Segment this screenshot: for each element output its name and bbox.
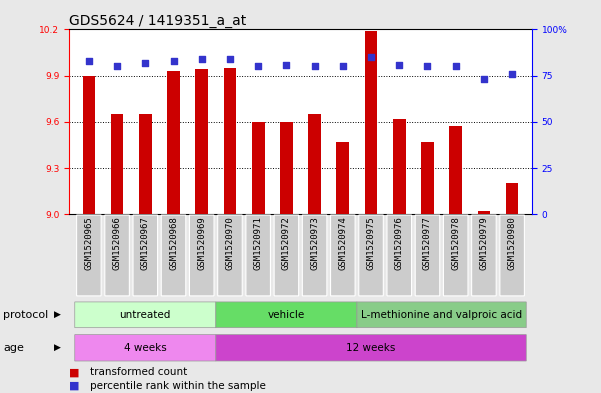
Bar: [393, 119, 406, 214]
Bar: [111, 114, 123, 214]
Bar: [421, 142, 434, 214]
Text: GSM1520973: GSM1520973: [310, 217, 319, 270]
Text: GSM1520968: GSM1520968: [169, 217, 178, 270]
FancyBboxPatch shape: [444, 215, 468, 296]
FancyBboxPatch shape: [357, 302, 526, 328]
Text: GSM1520967: GSM1520967: [141, 217, 150, 270]
FancyBboxPatch shape: [133, 215, 157, 296]
FancyBboxPatch shape: [302, 215, 327, 296]
Text: 12 weeks: 12 weeks: [346, 343, 395, 353]
Bar: [506, 184, 519, 214]
Point: [84, 58, 94, 64]
Text: ■: ■: [69, 381, 79, 391]
Bar: [167, 71, 180, 214]
Point: [479, 76, 489, 83]
FancyBboxPatch shape: [246, 215, 270, 296]
Bar: [478, 211, 490, 214]
Text: L-methionine and valproic acid: L-methionine and valproic acid: [361, 310, 522, 320]
Text: vehicle: vehicle: [268, 310, 305, 320]
Text: GSM1520978: GSM1520978: [451, 217, 460, 270]
Point: [394, 61, 404, 68]
Text: GSM1520969: GSM1520969: [197, 217, 206, 270]
Text: GSM1520976: GSM1520976: [395, 217, 404, 270]
FancyBboxPatch shape: [76, 215, 101, 296]
Point: [282, 61, 291, 68]
FancyBboxPatch shape: [274, 215, 299, 296]
FancyBboxPatch shape: [75, 334, 216, 361]
Point: [254, 63, 263, 70]
Bar: [308, 114, 321, 214]
Text: ▶: ▶: [53, 310, 61, 319]
FancyBboxPatch shape: [189, 215, 214, 296]
Text: transformed count: transformed count: [90, 367, 188, 377]
Bar: [450, 127, 462, 214]
Bar: [337, 142, 349, 214]
Text: GSM1520966: GSM1520966: [112, 217, 121, 270]
Text: GDS5624 / 1419351_a_at: GDS5624 / 1419351_a_at: [69, 15, 246, 28]
Text: GSM1520977: GSM1520977: [423, 217, 432, 270]
Text: ▶: ▶: [53, 343, 61, 352]
Text: age: age: [3, 343, 24, 353]
Text: percentile rank within the sample: percentile rank within the sample: [90, 381, 266, 391]
FancyBboxPatch shape: [75, 302, 216, 328]
Text: GSM1520975: GSM1520975: [367, 217, 376, 270]
Text: 4 weeks: 4 weeks: [124, 343, 166, 353]
FancyBboxPatch shape: [161, 215, 186, 296]
Text: GSM1520970: GSM1520970: [225, 217, 234, 270]
Point: [423, 63, 432, 70]
FancyBboxPatch shape: [500, 215, 525, 296]
Text: GSM1520980: GSM1520980: [508, 217, 517, 270]
Point: [507, 71, 517, 77]
FancyBboxPatch shape: [387, 215, 412, 296]
Bar: [139, 114, 151, 214]
Text: GSM1520965: GSM1520965: [84, 217, 93, 270]
FancyBboxPatch shape: [359, 215, 383, 296]
Bar: [365, 31, 377, 214]
Text: GSM1520979: GSM1520979: [480, 217, 489, 270]
Text: protocol: protocol: [3, 310, 48, 320]
Bar: [195, 70, 208, 214]
Bar: [224, 68, 236, 214]
Bar: [280, 122, 293, 214]
FancyBboxPatch shape: [105, 215, 129, 296]
Point: [169, 58, 178, 64]
Point: [225, 56, 235, 62]
Text: GSM1520972: GSM1520972: [282, 217, 291, 270]
Bar: [82, 75, 95, 214]
Point: [141, 60, 150, 66]
Point: [338, 63, 347, 70]
Text: GSM1520974: GSM1520974: [338, 217, 347, 270]
FancyBboxPatch shape: [331, 215, 355, 296]
Text: GSM1520971: GSM1520971: [254, 217, 263, 270]
FancyBboxPatch shape: [218, 215, 242, 296]
FancyBboxPatch shape: [415, 215, 440, 296]
Bar: [252, 122, 264, 214]
Text: untreated: untreated: [120, 310, 171, 320]
Point: [451, 63, 460, 70]
Point: [197, 56, 207, 62]
Point: [366, 54, 376, 60]
FancyBboxPatch shape: [472, 215, 496, 296]
Point: [112, 63, 122, 70]
Text: ■: ■: [69, 367, 79, 377]
FancyBboxPatch shape: [216, 302, 357, 328]
FancyBboxPatch shape: [216, 334, 526, 361]
Point: [310, 63, 319, 70]
